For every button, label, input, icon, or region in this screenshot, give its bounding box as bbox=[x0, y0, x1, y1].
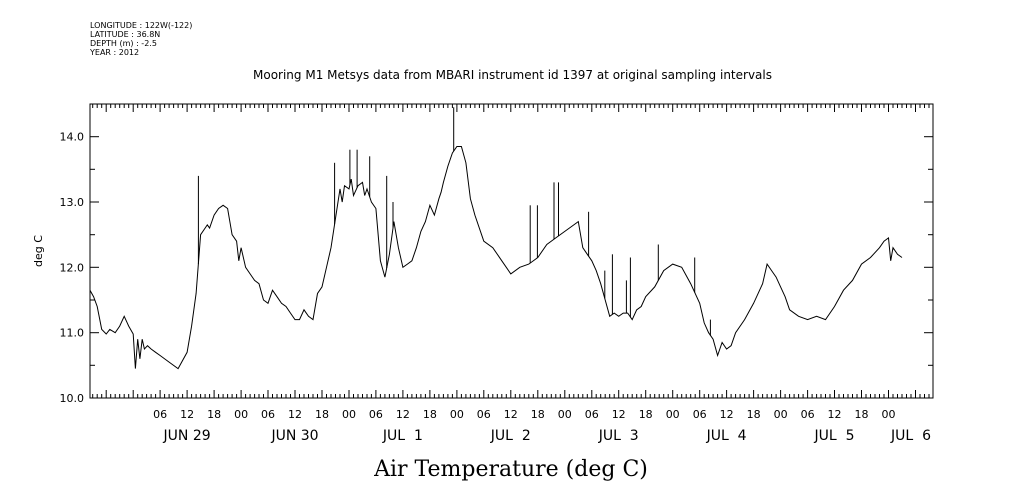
x-axis-label: Air Temperature (deg C) bbox=[373, 457, 648, 482]
x-tick-label: 00 bbox=[234, 408, 248, 421]
x-tick-label: 06 bbox=[801, 408, 815, 421]
y-tick-label: 11.0 bbox=[60, 327, 85, 340]
x-tick-label: 18 bbox=[207, 408, 221, 421]
x-tick-label: 00 bbox=[342, 408, 356, 421]
y-tick-label: 14.0 bbox=[60, 131, 85, 144]
day-label: JUL 3 bbox=[598, 428, 639, 444]
y-tick-label: 12.0 bbox=[60, 261, 85, 274]
x-tick-label: 18 bbox=[315, 408, 329, 421]
depth-text: DEPTH (m) : -2.5 bbox=[90, 39, 157, 48]
day-label: JUL 6 bbox=[890, 428, 931, 444]
day-label: JUL 5 bbox=[814, 428, 855, 444]
year-text: YEAR : 2012 bbox=[90, 48, 140, 57]
x-tick-label: 12 bbox=[720, 408, 734, 421]
x-tick-label: 06 bbox=[153, 408, 167, 421]
x-tick-label: 18 bbox=[639, 408, 653, 421]
day-label: JUN 29 bbox=[163, 428, 211, 444]
series-group bbox=[89, 107, 903, 370]
chart-title: Mooring M1 Metsys data from MBARI instru… bbox=[253, 68, 772, 82]
x-tick-label: 00 bbox=[666, 408, 680, 421]
x-tick-label: 12 bbox=[828, 408, 842, 421]
y-axis: 10.0 11.0 12.0 13.0 14.0 bbox=[60, 103, 933, 405]
x-tick-label: 12 bbox=[180, 408, 194, 421]
x-tick-label: 18 bbox=[423, 408, 437, 421]
x-tick-label: 00 bbox=[450, 408, 464, 421]
x-tick-label: 12 bbox=[504, 408, 518, 421]
x-tick-label: 18 bbox=[531, 408, 545, 421]
x-tick-label: 06 bbox=[369, 408, 383, 421]
day-label: JUL 2 bbox=[490, 428, 531, 444]
day-label: JUL 4 bbox=[706, 428, 747, 444]
x-tick-label: 06 bbox=[585, 408, 599, 421]
x-tick-label: 06 bbox=[477, 408, 491, 421]
longitude-text: LONGITUDE : 122W(-122) bbox=[90, 21, 193, 30]
x-tick-label: 06 bbox=[693, 408, 707, 421]
day-label: JUN 30 bbox=[270, 428, 318, 444]
x-tick-label: 06 bbox=[261, 408, 275, 421]
x-tick-label: 18 bbox=[855, 408, 869, 421]
day-label: JUL 1 bbox=[382, 428, 423, 444]
x-axis: 06 12 18 00 06 12 18 00 06 12 18 00 06 12 18 00 06 12 18 00… bbox=[92, 104, 931, 444]
location-metadata: LONGITUDE : 122W(-122) LATITUDE : 36.8N … bbox=[90, 21, 192, 57]
x-tick-label: 00 bbox=[774, 408, 788, 421]
y-tick-label: 13.0 bbox=[60, 196, 85, 209]
x-tick-label: 00 bbox=[558, 408, 572, 421]
x-tick-label: 12 bbox=[288, 408, 302, 421]
x-tick-label: 12 bbox=[396, 408, 410, 421]
air-temperature-series-line bbox=[89, 146, 903, 370]
y-axis-label: deg C bbox=[32, 235, 45, 267]
x-tick-label: 12 bbox=[612, 408, 626, 421]
y-tick-label: 10.0 bbox=[60, 392, 85, 405]
plot-frame bbox=[89, 103, 934, 399]
x-tick-label: 00 bbox=[882, 408, 896, 421]
x-tick-label: 18 bbox=[747, 408, 761, 421]
latitude-text: LATITUDE : 36.8N bbox=[90, 30, 161, 39]
